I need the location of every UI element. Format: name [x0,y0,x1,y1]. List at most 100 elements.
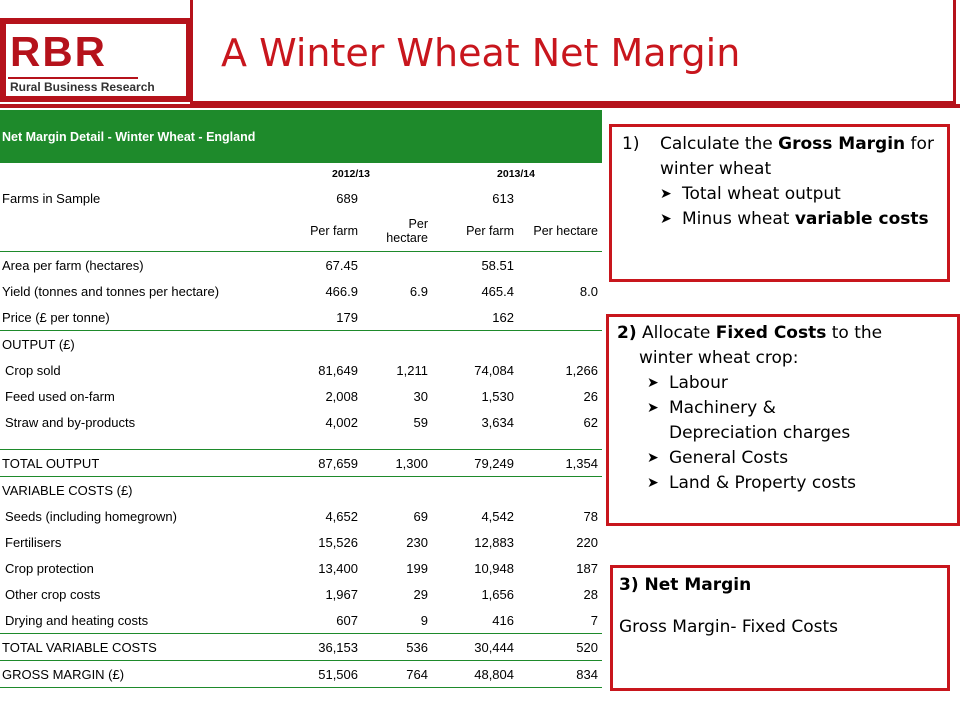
slide-title: A Winter Wheat Net Margin [221,31,741,75]
step-number: 1) [622,134,640,154]
cell: 81,649 [318,362,358,378]
cell: 67.45 [325,257,358,273]
row-label: Crop protection [5,560,94,576]
section-heading-row: VARIABLE COSTS (£) [0,477,602,504]
cell: 2,008 [325,388,358,404]
row-label: Other crop costs [5,586,101,602]
row-label: Farms in Sample [2,190,101,206]
cell: 764 [362,660,432,688]
row-label: GROSS MARGIN (£) [0,660,272,688]
table-row: Fertilisers 15,526 230 12,883 220 [0,529,602,555]
cell: 187 [576,560,598,576]
table-row: Drying and heating costs 607 9 416 7 [0,607,602,634]
rbr-logo: RBR Rural Business Research [0,18,190,102]
cell: 416 [432,607,518,634]
table-row: Price (£ per tonne) 179 162 [0,304,602,331]
unit-per-hectare: Per hectare [518,211,602,252]
section-heading: VARIABLE COSTS (£) [2,482,133,498]
table-row: Straw and by-products 4,002 59 3,634 62 [0,409,602,435]
cell [518,252,602,279]
cell: 51,506 [272,660,362,688]
section-heading: OUTPUT (£) [0,330,272,357]
cell: 28 [583,586,598,602]
cell: 607 [272,607,362,634]
row-label: Fertilisers [5,534,62,550]
cell: 59 [413,414,428,430]
cell: 7 [518,607,602,634]
cell: 520 [518,633,602,661]
cell: 613 [492,190,514,206]
cell: 30 [413,388,428,404]
cell: 13,400 [318,560,358,576]
spacer-row [0,435,602,450]
row-label: TOTAL OUTPUT [0,449,272,477]
step-3-box: 3) Net Margin Gross Margin- Fixed Costs [610,565,950,691]
logo-wordmark: RBR [10,28,107,75]
year-2012-13: 2012/13 [332,168,370,180]
gross-margin-row: GROSS MARGIN (£) 51,506 764 48,804 834 [0,660,602,688]
year-header-row: 2012/13 2013/14 [0,163,602,185]
arrow-bullet-icon: ➤ [660,211,672,227]
unit-header-row: Per farm Per hectare Per farm Per hectar… [0,211,602,252]
cell: 466.9 [325,283,358,299]
arrow-bullet-icon: ➤ [647,475,659,491]
cell [362,252,432,279]
cell [362,304,432,331]
cell: 87,659 [272,449,362,477]
table-row: Feed used on-farm 2,008 30 1,530 26 [0,383,602,409]
cell: 834 [518,660,602,688]
row-label: Straw and by-products [5,414,136,430]
cell: 1,656 [481,586,514,602]
cell: 465.4 [481,283,514,299]
row-label: TOTAL VARIABLE COSTS [0,633,272,661]
table-row: Yield (tonnes and tonnes per hectare) 46… [0,278,602,304]
list-item: ➤ Machinery & [647,396,949,421]
unit-per-farm: Per farm [432,211,518,252]
arrow-bullet-icon: ➤ [647,450,659,466]
row-label: Feed used on-farm [5,388,115,404]
table-row: Crop protection 13,400 199 10,948 187 [0,555,602,581]
header-divider [0,104,960,108]
row-label: Price (£ per tonne) [2,309,110,325]
cell: 1,266 [565,362,598,378]
cell: 79,249 [432,449,518,477]
title-frame: A Winter Wheat Net Margin [190,0,956,104]
unit-per-farm: Per farm [272,211,362,252]
step-3-text: Gross Margin- Fixed Costs [619,617,839,637]
slide-header: RBR Rural Business Research A Winter Whe… [0,0,960,108]
cell: 4,652 [325,508,358,524]
table-row: Farms in Sample 689 613 [0,185,602,211]
cell: 10,948 [474,560,514,576]
cell: 78 [583,508,598,524]
step-2-box: 2) Allocate Fixed Costs to the winter wh… [606,314,960,526]
data-table: 2012/13 2013/14 Farms in Sample 689 613 … [0,163,602,688]
cell: 36,153 [272,633,362,661]
cell: 1,530 [481,388,514,404]
step-2-bullets: ➤ Labour ➤ Machinery & Depreciation charge… [647,371,949,496]
cell: 69 [413,508,428,524]
table-row: Other crop costs 1,967 29 1,656 28 [0,581,602,607]
list-item: ➤ Minus wheat variable costs [660,207,941,232]
cell: 8.0 [579,283,598,299]
list-item: ➤ Labour [647,371,949,396]
section-heading-row: OUTPUT (£) [0,330,602,357]
cell: 4,002 [325,414,358,430]
cell: 220 [576,534,598,550]
list-item: ➤ General Costs [647,446,949,471]
row-label: Crop sold [5,362,61,378]
arrow-bullet-icon: ➤ [647,375,659,391]
cell: 1,211 [396,362,428,378]
table-row: Seeds (including homegrown) 4,652 69 4,5… [0,503,602,529]
year-2013-14: 2013/14 [497,168,535,180]
cell: 689 [336,190,358,206]
step-3-heading: 3) Net Margin [619,575,752,595]
cell: 26 [583,388,598,404]
step-1-bullets: ➤ Total wheat output ➤ Minus wheat variabl… [660,182,941,232]
cell: 9 [362,607,432,634]
cell [518,304,602,331]
cell: 179 [336,309,358,325]
cell: 4,542 [481,508,514,524]
list-item: ➤ Land & Property costs [647,471,949,496]
cell: 199 [406,560,428,576]
cell: 1,300 [362,449,432,477]
